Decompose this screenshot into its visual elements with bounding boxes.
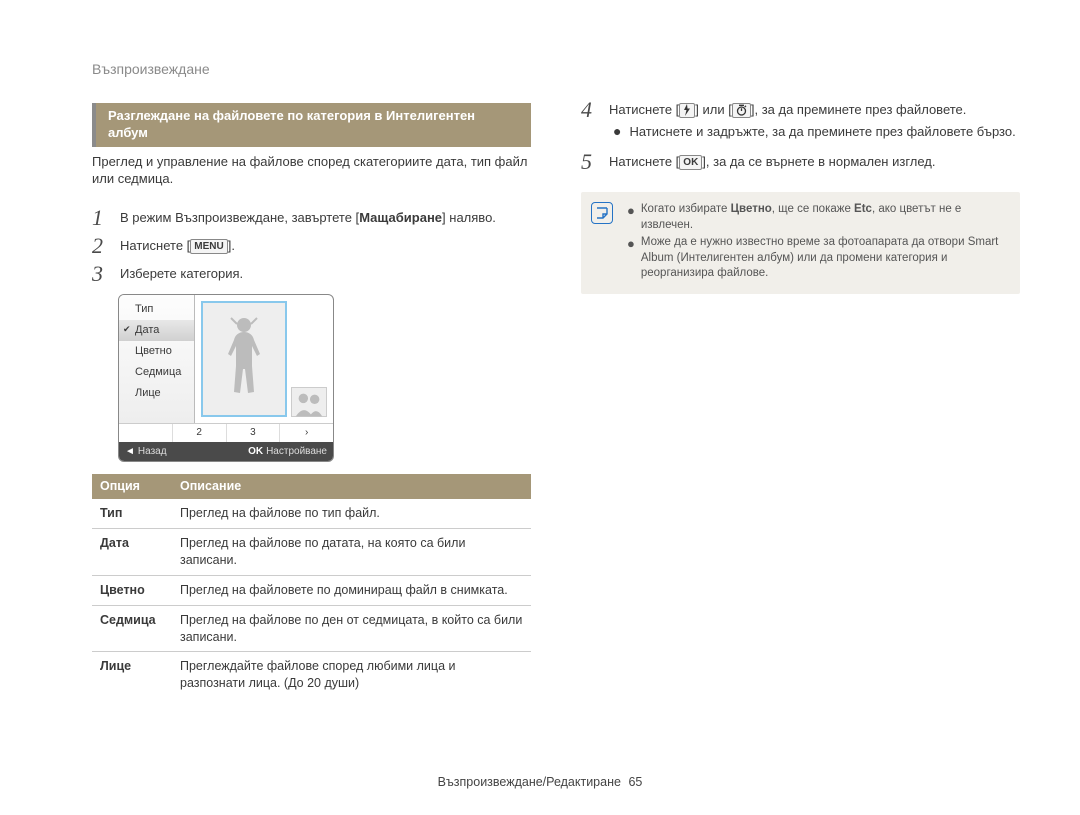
people-silhouette-icon	[292, 388, 326, 416]
screen-preview-area	[195, 295, 333, 423]
step-5: 5 Натиснете [OK], за да се върнете в нор…	[581, 150, 1020, 174]
section-heading-line2: албум	[108, 125, 148, 140]
ok-key-icon: OK	[679, 155, 702, 170]
section-heading: Разглеждане на файловете по категория в …	[92, 103, 531, 147]
step-3: 3 Изберете категория.	[92, 262, 531, 286]
step-number: 4	[581, 98, 599, 122]
page-header: Възпроизвеждане	[92, 60, 531, 79]
menu-key-icon: MENU	[190, 239, 227, 254]
screen-menu-item: Лице	[119, 383, 194, 404]
page-number: 65	[628, 775, 642, 789]
page-footer: Възпроизвеждане/Редактиране 65	[0, 774, 1080, 791]
camera-screen-mock: Тип Дата Цветно Седмица Лице	[118, 294, 334, 462]
step-4: 4 Натиснете [] или [], за да преминете п…	[581, 98, 1020, 140]
screen-menu-item: Седмица	[119, 362, 194, 383]
screen-category-menu: Тип Дата Цветно Седмица Лице	[119, 295, 195, 423]
step-2: 2 Натиснете [MENU].	[92, 234, 531, 258]
screen-menu-item: Тип	[119, 299, 194, 320]
flash-key-icon	[679, 103, 695, 118]
table-head-description: Описание	[172, 474, 531, 499]
step-number: 3	[92, 262, 110, 286]
note-item: ● Когато избирате Цветно, ще се покаже E…	[627, 202, 1010, 233]
screen-main-thumbnail	[201, 301, 287, 417]
step-number: 2	[92, 234, 110, 258]
step-1: 1 В режим Възпроизвеждане, завъртете [Ма…	[92, 206, 531, 230]
bullet-icon: ●	[613, 123, 621, 141]
note-item: ● Може да е нужно известно време за фото…	[627, 235, 1010, 282]
screen-menu-item-selected: Дата	[119, 320, 194, 341]
person-silhouette-icon	[223, 315, 265, 395]
timer-key-icon	[732, 103, 751, 118]
step-number: 1	[92, 206, 110, 230]
table-head-option: Опция	[92, 474, 172, 499]
options-table: Опция Описание ТипПреглед на файлове по …	[92, 474, 531, 698]
table-row: ДатаПреглед на файлове по датата, на коя…	[92, 529, 531, 576]
table-row: ЛицеПреглеждайте файлове според любими л…	[92, 652, 531, 698]
screen-small-thumbnail	[291, 387, 327, 417]
section-heading-line1: Разглеждане на файловете по категория в …	[108, 108, 475, 123]
note-box: ● Когато избирате Цветно, ще се покаже E…	[581, 192, 1020, 294]
screen-menu-item: Цветно	[119, 341, 194, 362]
screen-footer-bar: ◄Назад OKНастройване	[119, 442, 333, 462]
step-number: 5	[581, 150, 599, 174]
table-row: ЦветноПреглед на файловете по доминиращ …	[92, 575, 531, 605]
screen-pager: 2 3 ›	[119, 423, 333, 442]
note-info-icon	[591, 202, 613, 224]
table-row: СедмицаПреглед на файлове по ден от седм…	[92, 605, 531, 652]
section-intro: Преглед и управление на файлове според с…	[92, 153, 531, 188]
table-row: ТипПреглед на файлове по тип файл.	[92, 499, 531, 528]
